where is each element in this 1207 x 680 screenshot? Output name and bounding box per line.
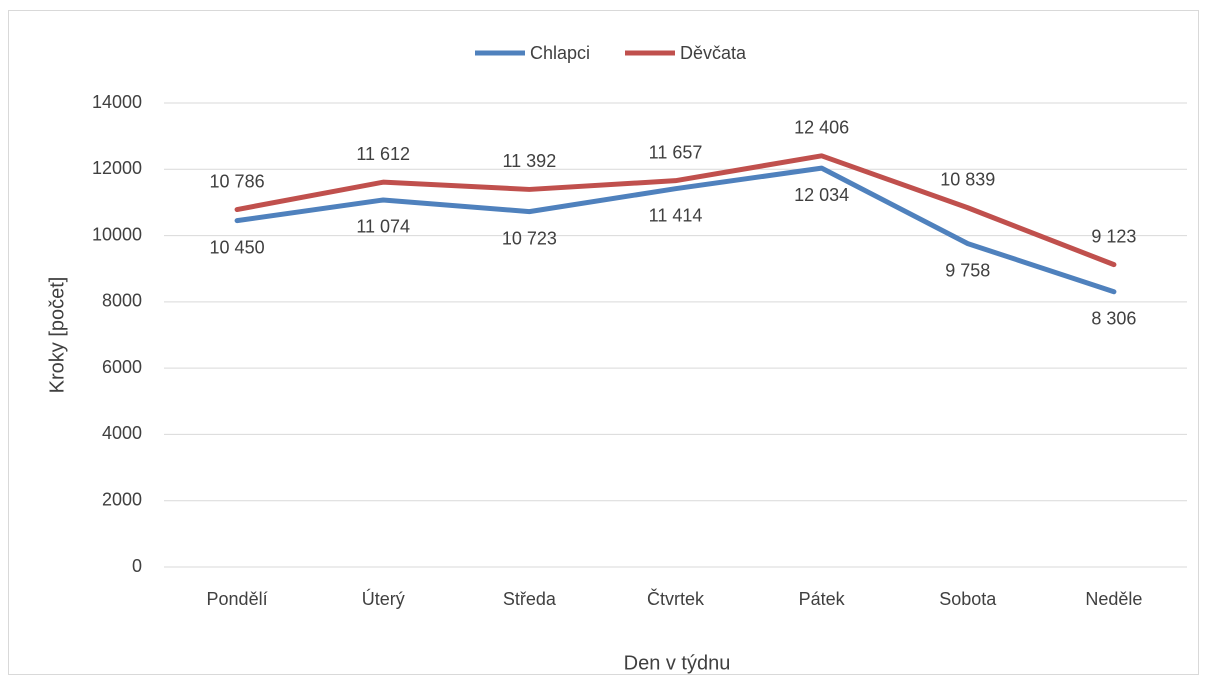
chart-border xyxy=(8,10,1199,675)
data-label: 12 406 xyxy=(794,118,849,138)
x-axis-title: Den v týdnu xyxy=(624,652,731,674)
series-line xyxy=(234,153,1117,268)
x-tick-label: Pondělí xyxy=(207,589,268,609)
data-label: 12 034 xyxy=(794,185,849,205)
data-label: 11 074 xyxy=(356,217,410,237)
y-tick-label: 10000 xyxy=(92,224,142,244)
data-label: 11 414 xyxy=(649,205,703,225)
y-tick-label: 4000 xyxy=(102,423,142,443)
legend-label: Chlapci xyxy=(530,43,590,63)
x-tick-label: Neděle xyxy=(1085,589,1142,609)
series-line xyxy=(234,165,1117,295)
data-label: 10 839 xyxy=(940,170,995,190)
x-tick-label: Čtvrtek xyxy=(647,588,705,609)
data-label: 8 306 xyxy=(1091,308,1136,328)
data-label: 10 786 xyxy=(210,171,265,191)
data-label: 10 723 xyxy=(502,228,557,248)
y-tick-label: 12000 xyxy=(92,158,142,178)
data-label: 9 758 xyxy=(945,260,990,280)
data-label: 9 123 xyxy=(1091,226,1136,246)
data-label: 10 450 xyxy=(210,237,265,257)
y-tick-label: 2000 xyxy=(102,489,142,509)
y-axis-title: Kroky [počet] xyxy=(46,277,68,394)
data-label: 11 657 xyxy=(649,142,703,162)
x-tick-label: Úterý xyxy=(362,588,405,609)
x-tick-label: Středa xyxy=(503,589,557,609)
y-tick-label: 14000 xyxy=(92,92,142,112)
data-label: 11 392 xyxy=(502,151,556,171)
x-tick-label: Pátek xyxy=(799,589,846,609)
legend-label: Děvčata xyxy=(680,43,747,63)
y-tick-label: 6000 xyxy=(102,357,142,377)
y-tick-label: 0 xyxy=(132,556,142,576)
y-tick-label: 8000 xyxy=(102,291,142,311)
data-label: 11 612 xyxy=(356,144,410,164)
x-tick-label: Sobota xyxy=(939,589,997,609)
